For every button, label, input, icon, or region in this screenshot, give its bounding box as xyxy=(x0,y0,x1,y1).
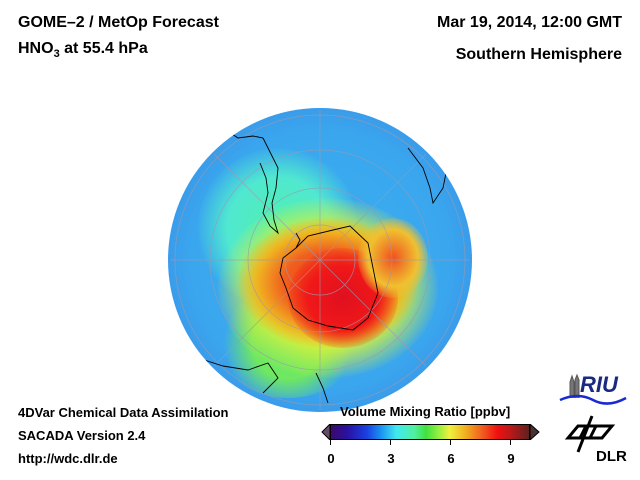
africa-coastline xyxy=(407,127,449,205)
antarctica-coastline xyxy=(279,225,379,331)
hemisphere-label: Southern Hemisphere xyxy=(455,46,622,63)
field-blob xyxy=(358,218,428,298)
dlr-logo: DLR xyxy=(560,412,630,467)
species-name: HNO xyxy=(18,40,54,57)
footer-version: SACADA Version 2.4 xyxy=(18,428,146,443)
hno3-globe-map xyxy=(168,108,472,412)
forecast-date: Mar 19, 2014, 12:00 GMT xyxy=(437,14,622,31)
colorbar-max-arrow xyxy=(529,424,540,440)
graticule-and-coastlines xyxy=(170,110,470,410)
footer-url[interactable]: http://wdc.dlr.de xyxy=(18,451,118,466)
australia-coastline xyxy=(197,357,279,394)
colorbar-tick-label: 9 xyxy=(507,451,515,466)
riu-logo-text: RIU xyxy=(580,372,618,397)
south-america-coastline xyxy=(259,137,279,235)
colorbar-min-arrow xyxy=(321,424,331,440)
colorbar-tick xyxy=(450,440,451,445)
footer-method: 4DVar Chemical Data Assimilation xyxy=(18,405,229,420)
riu-cathedral-wave-icon xyxy=(559,373,627,405)
colorbar-tick xyxy=(510,440,511,445)
dlr-emblem-icon xyxy=(564,415,616,453)
colorbar-tick xyxy=(390,440,391,445)
colorbar xyxy=(330,424,530,440)
species-subscript: 3 xyxy=(53,48,60,61)
product-title: GOME–2 / MetOp Forecast xyxy=(18,14,219,31)
colorbar-tick-label: 6 xyxy=(447,451,455,466)
riu-logo: RIU xyxy=(558,370,628,405)
colorbar-tick xyxy=(330,440,331,445)
species-level-title: HNO3 at 55.4 hPa xyxy=(18,40,148,60)
colorbar-label: Volume Mixing Ratio [ppbv] xyxy=(340,404,511,419)
dlr-logo-text: DLR xyxy=(596,448,627,465)
pressure-level: at 55.4 hPa xyxy=(59,40,148,57)
colorbar-tick-label: 3 xyxy=(387,451,395,466)
colorbar-tick-label: 0 xyxy=(327,451,335,466)
